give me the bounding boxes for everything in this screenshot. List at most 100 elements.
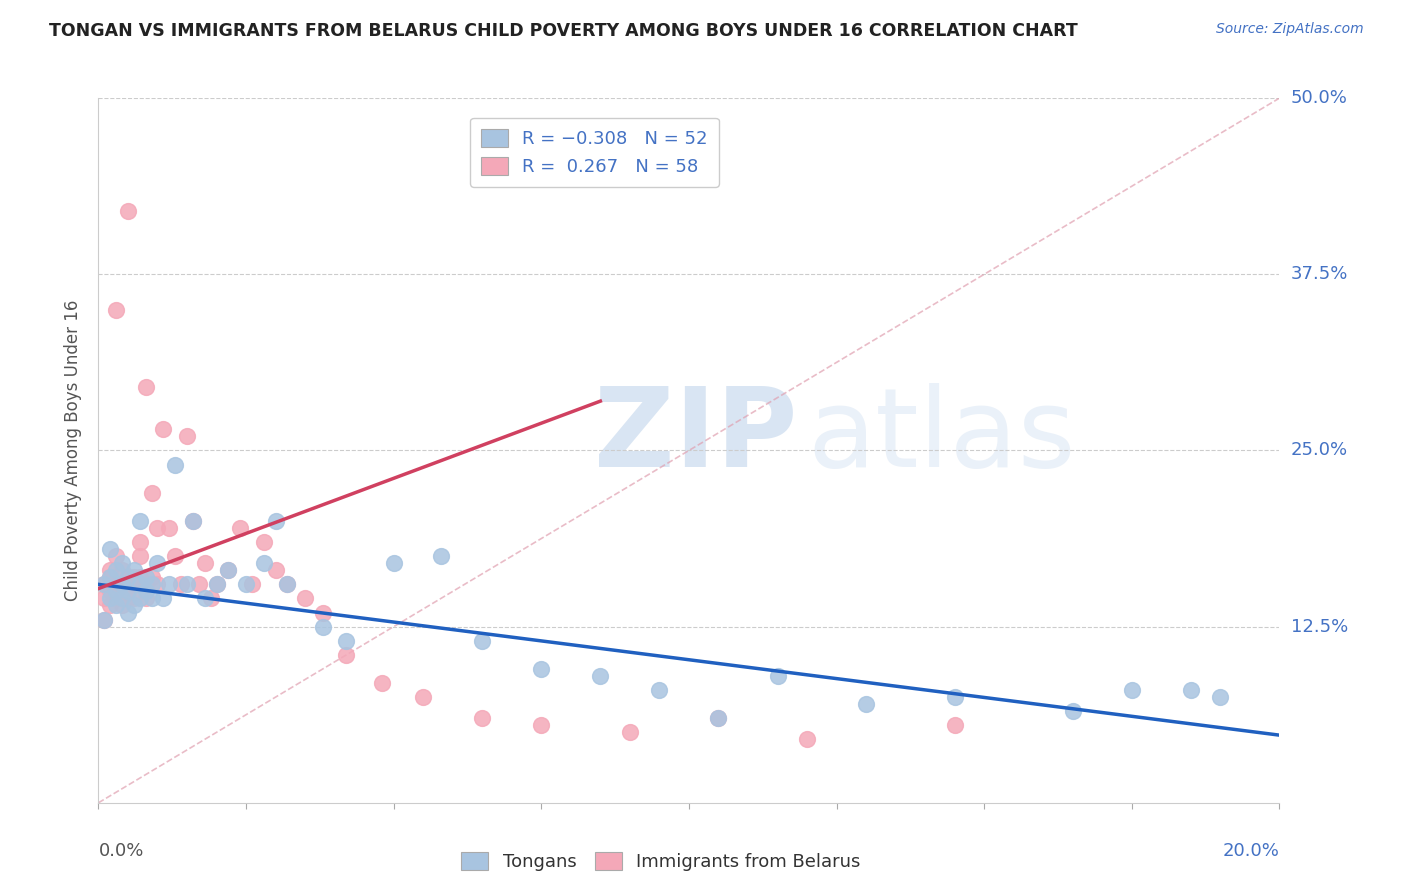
Point	[117, 570, 139, 584]
Point	[105, 577, 128, 591]
Point	[707, 711, 730, 725]
Point	[98, 542, 121, 557]
Point	[1062, 704, 1084, 718]
Text: 12.5%: 12.5%	[1291, 617, 1348, 636]
Point	[796, 732, 818, 747]
Point	[619, 725, 641, 739]
Point	[122, 563, 145, 577]
Point	[335, 633, 357, 648]
Point	[217, 563, 239, 577]
Point	[194, 591, 217, 606]
Text: 0.0%: 0.0%	[98, 842, 143, 860]
Point	[200, 591, 222, 606]
Point	[530, 718, 553, 732]
Point	[146, 577, 169, 591]
Point	[135, 584, 157, 599]
Point	[855, 697, 877, 711]
Text: 37.5%: 37.5%	[1291, 265, 1348, 284]
Point	[135, 570, 157, 584]
Point	[117, 577, 139, 591]
Point	[111, 577, 134, 591]
Point	[105, 591, 128, 606]
Point	[98, 570, 121, 584]
Point	[152, 591, 174, 606]
Point	[105, 563, 128, 577]
Point	[253, 556, 276, 570]
Point	[111, 577, 134, 591]
Point	[264, 514, 287, 528]
Point	[135, 591, 157, 606]
Point	[98, 591, 121, 606]
Point	[276, 577, 298, 591]
Point	[93, 613, 115, 627]
Point	[111, 563, 134, 577]
Point	[122, 577, 145, 591]
Point	[1180, 683, 1202, 698]
Point	[105, 599, 128, 613]
Point	[157, 577, 180, 591]
Point	[412, 690, 434, 705]
Point	[170, 577, 193, 591]
Point	[217, 563, 239, 577]
Point	[98, 584, 121, 599]
Point	[105, 549, 128, 564]
Point	[471, 711, 494, 725]
Text: ZIP: ZIP	[595, 383, 797, 490]
Point	[105, 302, 128, 317]
Point	[128, 535, 150, 549]
Point	[157, 521, 180, 535]
Point	[141, 577, 163, 591]
Point	[235, 577, 257, 591]
Text: atlas: atlas	[807, 383, 1076, 490]
Text: 50.0%: 50.0%	[1291, 89, 1347, 107]
Point	[98, 599, 121, 613]
Point	[135, 577, 157, 591]
Point	[117, 591, 139, 606]
Point	[264, 563, 287, 577]
Point	[335, 648, 357, 662]
Point	[111, 599, 134, 613]
Point	[766, 669, 789, 683]
Point	[382, 556, 405, 570]
Legend: R = −0.308   N = 52, R =  0.267   N = 58: R = −0.308 N = 52, R = 0.267 N = 58	[470, 118, 718, 187]
Point	[111, 556, 134, 570]
Point	[312, 606, 335, 620]
Point	[122, 599, 145, 613]
Point	[146, 556, 169, 570]
Point	[589, 669, 612, 683]
Point	[141, 591, 163, 606]
Point	[205, 577, 228, 591]
Point	[93, 591, 115, 606]
Text: TONGAN VS IMMIGRANTS FROM BELARUS CHILD POVERTY AMONG BOYS UNDER 16 CORRELATION : TONGAN VS IMMIGRANTS FROM BELARUS CHILD …	[49, 22, 1078, 40]
Point	[128, 577, 150, 591]
Point	[122, 591, 145, 606]
Legend: Tongans, Immigrants from Belarus: Tongans, Immigrants from Belarus	[454, 845, 868, 879]
Point	[105, 584, 128, 599]
Point	[141, 485, 163, 500]
Point	[1121, 683, 1143, 698]
Point	[117, 570, 139, 584]
Point	[117, 606, 139, 620]
Point	[98, 570, 121, 584]
Point	[240, 577, 263, 591]
Point	[194, 556, 217, 570]
Point	[165, 549, 187, 564]
Point	[707, 711, 730, 725]
Point	[93, 577, 115, 591]
Text: Source: ZipAtlas.com: Source: ZipAtlas.com	[1216, 22, 1364, 37]
Point	[943, 690, 966, 705]
Point	[187, 577, 209, 591]
Point	[152, 422, 174, 436]
Point	[530, 662, 553, 676]
Point	[471, 633, 494, 648]
Point	[181, 514, 204, 528]
Point	[176, 429, 198, 443]
Point	[146, 521, 169, 535]
Point	[430, 549, 453, 564]
Point	[1209, 690, 1232, 705]
Point	[229, 521, 252, 535]
Point	[176, 577, 198, 591]
Point	[181, 514, 204, 528]
Point	[371, 676, 394, 690]
Point	[135, 380, 157, 394]
